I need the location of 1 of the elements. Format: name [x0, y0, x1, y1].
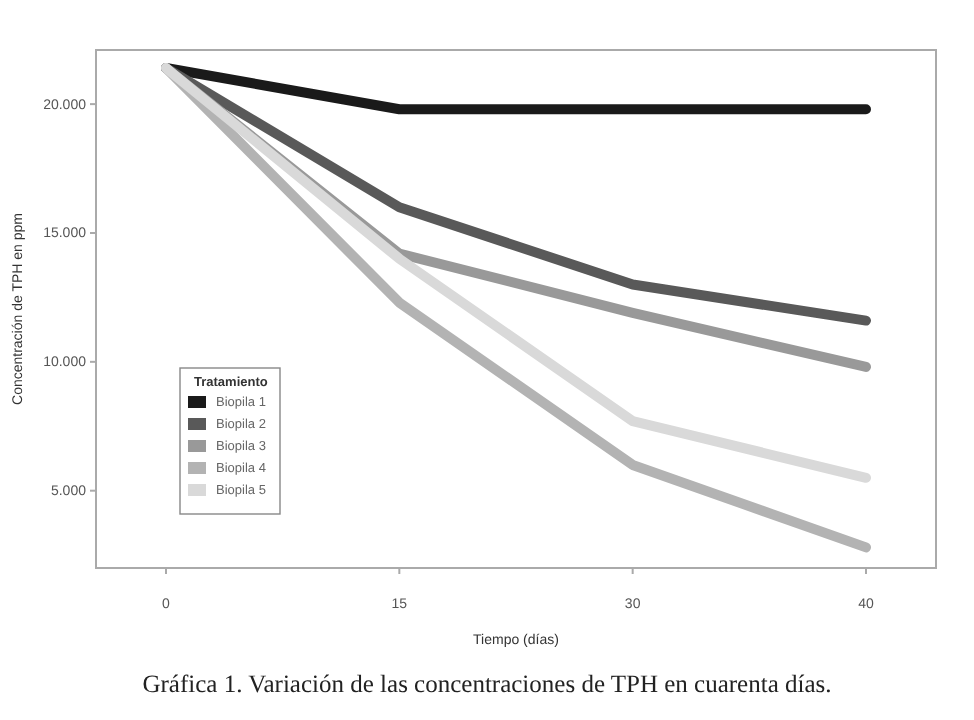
text: Gráfica 1. Variación de las concentraciones de TPH en cuarenta días. [142, 670, 832, 698]
